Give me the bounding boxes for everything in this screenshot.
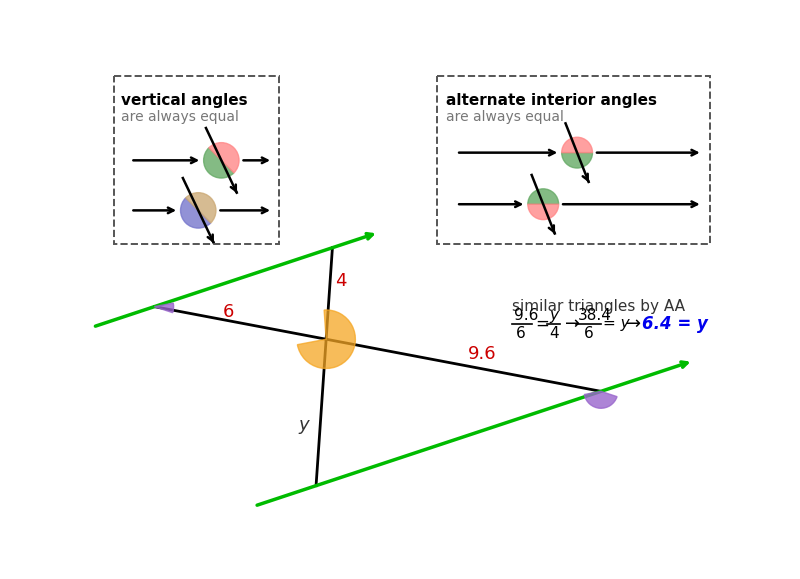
Wedge shape bbox=[154, 303, 174, 313]
Text: →: → bbox=[565, 314, 580, 332]
Bar bbox=[437, 76, 710, 244]
Text: y: y bbox=[550, 308, 558, 323]
Bar bbox=[114, 76, 279, 244]
Wedge shape bbox=[186, 193, 216, 223]
Wedge shape bbox=[528, 189, 558, 204]
Text: 9.6: 9.6 bbox=[514, 308, 538, 323]
Text: vertical angles: vertical angles bbox=[122, 93, 248, 108]
Text: similar triangles by AA: similar triangles by AA bbox=[513, 299, 686, 314]
Text: are always equal: are always equal bbox=[122, 109, 239, 123]
Wedge shape bbox=[562, 153, 593, 168]
Wedge shape bbox=[584, 391, 617, 408]
Text: y: y bbox=[299, 416, 310, 434]
Wedge shape bbox=[298, 310, 355, 368]
Wedge shape bbox=[562, 137, 593, 153]
Text: 6: 6 bbox=[584, 326, 594, 341]
Text: 4: 4 bbox=[335, 272, 347, 291]
Text: 6.4 = y: 6.4 = y bbox=[642, 314, 708, 332]
Text: are always equal: are always equal bbox=[446, 109, 564, 123]
Text: alternate interior angles: alternate interior angles bbox=[446, 93, 657, 108]
Wedge shape bbox=[181, 198, 210, 228]
Text: = y: = y bbox=[603, 316, 630, 331]
Wedge shape bbox=[209, 142, 239, 173]
Text: 9.6: 9.6 bbox=[467, 345, 496, 363]
Text: 38.4: 38.4 bbox=[578, 308, 612, 323]
Text: 6: 6 bbox=[222, 303, 234, 321]
Text: →: → bbox=[626, 314, 642, 332]
Wedge shape bbox=[528, 204, 558, 219]
Text: 4: 4 bbox=[550, 326, 559, 341]
Wedge shape bbox=[204, 148, 234, 178]
Text: =: = bbox=[535, 314, 550, 332]
Text: 6: 6 bbox=[516, 326, 526, 341]
